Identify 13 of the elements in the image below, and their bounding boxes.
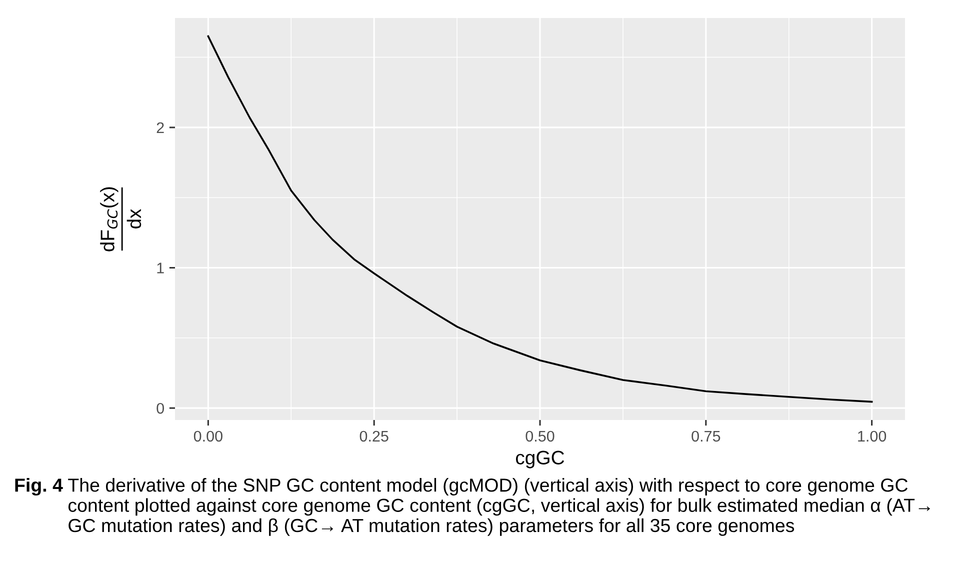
x-tick-label: 0.25 bbox=[360, 430, 388, 442]
y-tick-label: 1 bbox=[157, 262, 164, 274]
caption: Fig. 4 bbox=[15, 478, 63, 496]
y-axis-title: dF$_{GC}$(x) dx bbox=[100, 187, 142, 252]
x-tick-label: 0.75 bbox=[692, 430, 720, 442]
x-tick-label: 0.00 bbox=[194, 430, 222, 442]
line-series bbox=[207, 35, 873, 403]
x-tick-label: 0.50 bbox=[526, 430, 554, 442]
text: The derivative of the SNP GC content model (gcMOD) (vertical axis) with respect to core genome GC content plotted against core genome GC content (cgGC, vertical axis) for bulk estimated median α (AT→ GC mutation rates) and β (GC→ AT mutation rates) parameters for all 35 core genomes bbox=[68, 478, 930, 536]
x-axis-title: cgGC bbox=[516, 450, 564, 468]
y-tick-label: 2 bbox=[156, 122, 164, 133]
y-tick-label: 0 bbox=[156, 402, 164, 414]
x-tick-label: 1.00 bbox=[858, 430, 886, 442]
